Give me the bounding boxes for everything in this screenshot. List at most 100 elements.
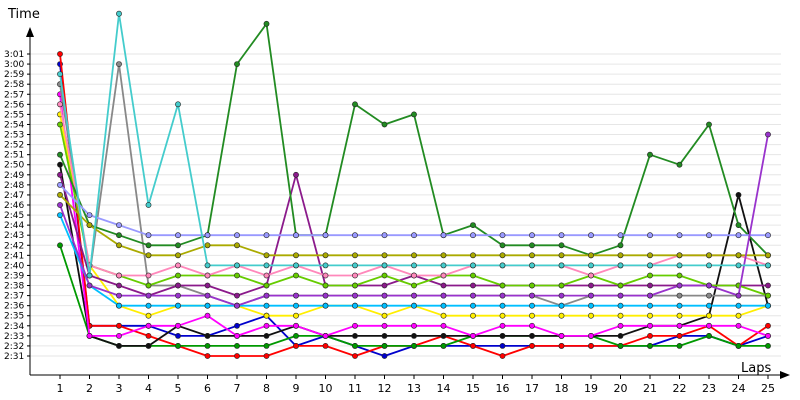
data-point	[765, 232, 771, 239]
data-point	[293, 262, 299, 269]
x-tick-label: 18	[555, 382, 569, 395]
y-tick-label: 3:01	[4, 50, 24, 60]
data-point	[352, 292, 358, 299]
data-point	[234, 302, 240, 309]
data-point	[529, 302, 535, 309]
data-point	[499, 262, 506, 269]
data-point	[411, 342, 417, 349]
series-line	[59, 104, 769, 277]
data-point	[765, 302, 771, 309]
data-point	[57, 101, 63, 108]
x-tick-label: 7	[234, 382, 241, 395]
data-point	[647, 322, 653, 329]
data-point	[706, 232, 712, 239]
data-point	[765, 262, 771, 269]
data-point	[411, 262, 417, 269]
data-point	[617, 292, 624, 299]
y-tick-label: 3:00	[4, 60, 24, 70]
data-point	[470, 262, 476, 269]
data-point	[440, 262, 447, 269]
data-point	[440, 282, 447, 289]
y-tick-label: 2:37	[4, 292, 24, 302]
data-point	[57, 181, 63, 188]
data-point	[86, 222, 93, 228]
data-point	[322, 262, 329, 269]
data-point	[57, 242, 63, 249]
x-tick-label: 1	[57, 382, 64, 395]
data-point	[676, 282, 683, 289]
data-point	[145, 272, 152, 279]
data-point	[263, 353, 270, 359]
data-point	[352, 262, 358, 269]
data-point	[263, 312, 270, 319]
data-point	[676, 332, 683, 339]
y-tick-label: 2:43	[4, 231, 24, 241]
y-tick-label: 2:39	[4, 271, 24, 281]
data-point	[263, 232, 270, 239]
data-point	[352, 101, 358, 108]
data-point	[234, 232, 240, 239]
data-point	[499, 292, 506, 299]
data-point	[57, 202, 63, 208]
data-point	[145, 332, 152, 339]
x-tick-label: 20	[614, 382, 628, 395]
data-point	[116, 222, 122, 228]
data-point	[735, 292, 742, 299]
x-tick-label: 2	[86, 382, 93, 395]
data-point	[57, 161, 63, 168]
data-point	[440, 232, 447, 239]
data-point	[352, 353, 358, 359]
data-point	[145, 342, 152, 349]
data-point	[116, 342, 122, 349]
data-point	[617, 332, 624, 339]
y-tick-label: 2:36	[4, 302, 24, 312]
data-point	[647, 262, 653, 269]
data-point	[676, 292, 683, 299]
series-line	[59, 184, 768, 237]
data-point	[647, 252, 653, 259]
data-point	[706, 282, 712, 289]
data-point	[145, 282, 152, 289]
data-point	[293, 332, 299, 339]
y-tick-label: 2:47	[4, 191, 24, 201]
series-15	[57, 131, 771, 309]
data-point	[765, 131, 771, 138]
data-point	[470, 282, 476, 289]
data-point	[470, 292, 476, 299]
x-tick-label: 22	[673, 382, 687, 395]
data-point	[676, 252, 683, 259]
data-point	[204, 353, 211, 359]
data-point	[145, 302, 152, 309]
data-point	[204, 292, 211, 299]
data-point	[588, 252, 594, 259]
data-point	[57, 171, 63, 178]
data-point	[440, 342, 447, 349]
y-tick-label: 2:33	[4, 332, 24, 342]
data-point	[175, 232, 181, 239]
series-line	[59, 63, 769, 357]
data-point	[499, 232, 506, 239]
data-point	[647, 282, 653, 289]
data-point	[499, 282, 506, 289]
data-point	[440, 322, 447, 329]
data-point	[293, 232, 299, 239]
x-ticks: 1 2 3 4 5 6 7 8 9 10 11 12 13 14 15 16 17 18 19 20 21 22 23 24 2…	[57, 375, 775, 395]
data-point	[499, 242, 506, 249]
data-point	[440, 252, 447, 259]
data-point	[204, 232, 211, 239]
y-tick-label: 2:32	[4, 342, 24, 352]
data-point	[322, 272, 329, 279]
data-point	[676, 262, 683, 269]
x-tick-label: 5	[175, 382, 182, 395]
x-tick-label: 9	[293, 382, 300, 395]
y-tick-label: 2:52	[4, 141, 24, 151]
data-point	[470, 252, 476, 259]
data-point	[86, 272, 93, 279]
data-point	[352, 282, 358, 289]
data-point	[381, 232, 388, 239]
data-point	[234, 342, 240, 349]
data-point	[175, 262, 181, 269]
series-11	[57, 101, 771, 279]
data-point	[706, 252, 712, 259]
data-point	[735, 262, 742, 269]
